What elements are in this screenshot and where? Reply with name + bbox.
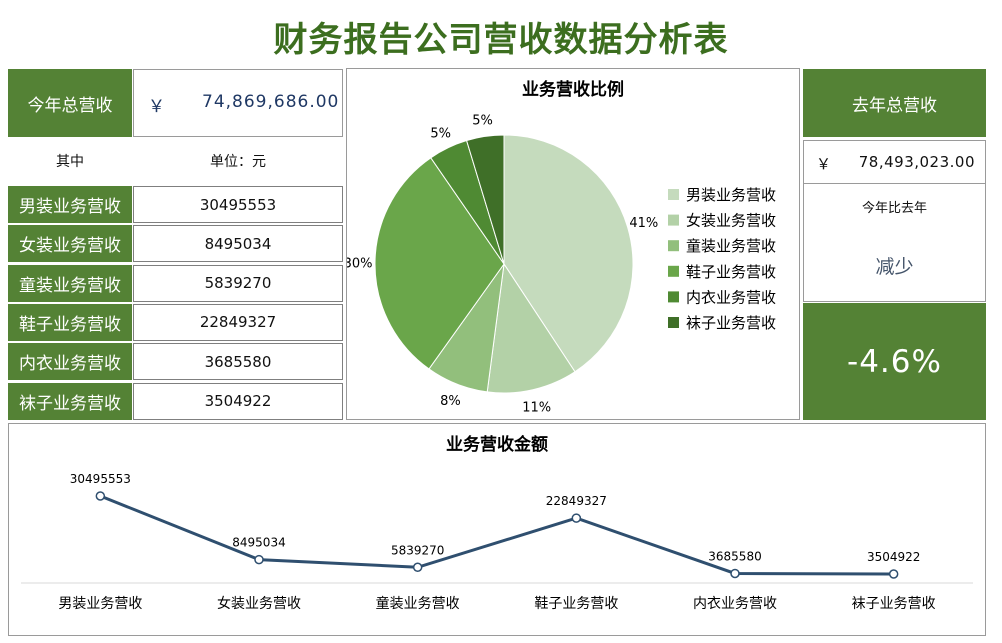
line-data-label: 30495553 <box>70 472 131 486</box>
current-total-box: ￥ 74,869,686.00 <box>133 69 343 137</box>
line-data-label: 8495034 <box>232 536 285 550</box>
pie-slice <box>486 262 576 394</box>
line-data-label: 3504922 <box>867 550 920 564</box>
comparison-label: 今年比去年 <box>861 201 927 216</box>
previous-total-value: 78,493,023.00 <box>858 153 975 171</box>
line-chart: 业务营收金额 30495553 男装业务营收 8495034 女装业务营收 5839270… <box>21 434 973 612</box>
row-value: 3504922 <box>133 382 343 420</box>
line-data-label: 5839270 <box>391 543 444 557</box>
line-point <box>571 513 582 523</box>
row-value: 30495553 <box>133 186 343 223</box>
legend-swatch <box>668 265 679 277</box>
row-value: 5839270 <box>133 264 343 302</box>
current-currency: ￥ <box>148 97 165 117</box>
pie-data-label: 5% <box>472 114 493 129</box>
line-data-label: 3685580 <box>708 549 761 563</box>
row-label: 内衣业务营收 <box>8 343 132 381</box>
legend-swatch <box>668 214 679 226</box>
previous-total-box: ￥ 78,493,023.00 <box>803 140 986 184</box>
pie-chart: 业务营收比例 41% 11% 8% 30% 5% 5% 男装业务营收女装业务营收童装业务营收鞋… <box>344 79 776 415</box>
x-tick-label: 童装业务营收 <box>376 595 460 612</box>
pie-data-label: 5% <box>430 126 451 141</box>
line-point <box>95 491 106 501</box>
line-chart-panel: 业务营收金额 30495553 男装业务营收 8495034 女装业务营收 5839270… <box>8 423 986 636</box>
pie-data-label: 41% <box>629 216 658 231</box>
current-total-label: 今年总营收 <box>8 69 132 137</box>
row-value: 3685580 <box>133 343 343 381</box>
x-tick-label: 鞋子业务营收 <box>534 596 618 612</box>
subheader-unit: 单位：元 <box>210 154 266 170</box>
row-value: 22849327 <box>133 303 343 341</box>
pie-data-label: 11% <box>522 400 551 415</box>
legend-entry: 袜子业务营收 <box>686 314 776 332</box>
x-tick-label: 女装业务营收 <box>217 595 301 612</box>
legend-swatch <box>668 317 679 328</box>
legend-entry: 内衣业务营收 <box>686 288 776 306</box>
row-label: 袜子业务营收 <box>8 382 132 420</box>
line-point <box>412 562 423 573</box>
legend-entry: 鞋子业务营收 <box>686 263 776 281</box>
current-total-value: 74,869,686.00 <box>202 92 340 112</box>
x-tick-label: 男装业务营收 <box>58 596 142 612</box>
subheader-left: 其中 <box>56 154 84 170</box>
row-label: 男装业务营收 <box>8 186 132 223</box>
line-point <box>254 554 264 565</box>
legend-swatch <box>668 240 679 252</box>
x-tick-label: 内衣业务营收 <box>693 596 777 612</box>
pie-slice <box>465 134 505 265</box>
trend-text: 减少 <box>875 256 914 278</box>
pie-data-label: 30% <box>347 257 372 272</box>
legend-swatch <box>668 291 679 303</box>
pie-chart-panel: 业务营收比例 41% 11% 8% 30% 5% 5% 男装业务营收 女装业务营收 童装业务营收鞋… <box>344 68 800 420</box>
legend-entry: 男装业务营收 <box>686 186 776 204</box>
line-point <box>730 568 740 579</box>
legend-entry: 女装业务营收 <box>686 212 776 230</box>
report-title: 财务报告公司营收数据分析表 <box>273 20 729 60</box>
revenue-line <box>99 494 894 576</box>
legend-swatch <box>668 189 679 200</box>
line-point <box>888 569 899 579</box>
pie-chart-title: 业务营收比例 <box>522 79 624 100</box>
previous-total-label: 去年总营收 <box>803 69 986 137</box>
row-label: 童装业务营收 <box>8 264 132 302</box>
line-data-label: 22849327 <box>546 494 607 508</box>
previous-currency: ￥ <box>816 155 832 173</box>
x-tick-label: 袜子业务营收 <box>852 596 936 612</box>
change-percent: -4.6% <box>803 303 986 420</box>
comparison-box: 今年比去年 减少 <box>803 184 986 302</box>
row-value: 8495034 <box>133 225 343 263</box>
pie-slice <box>374 157 505 370</box>
pie-data-label: 8% <box>440 394 461 409</box>
line-chart-title: 业务营收金额 <box>446 434 548 455</box>
row-label: 女装业务营收 <box>8 225 132 263</box>
legend-entry: 童装业务营收 <box>686 237 776 255</box>
row-label: 鞋子业务营收 <box>8 303 132 341</box>
